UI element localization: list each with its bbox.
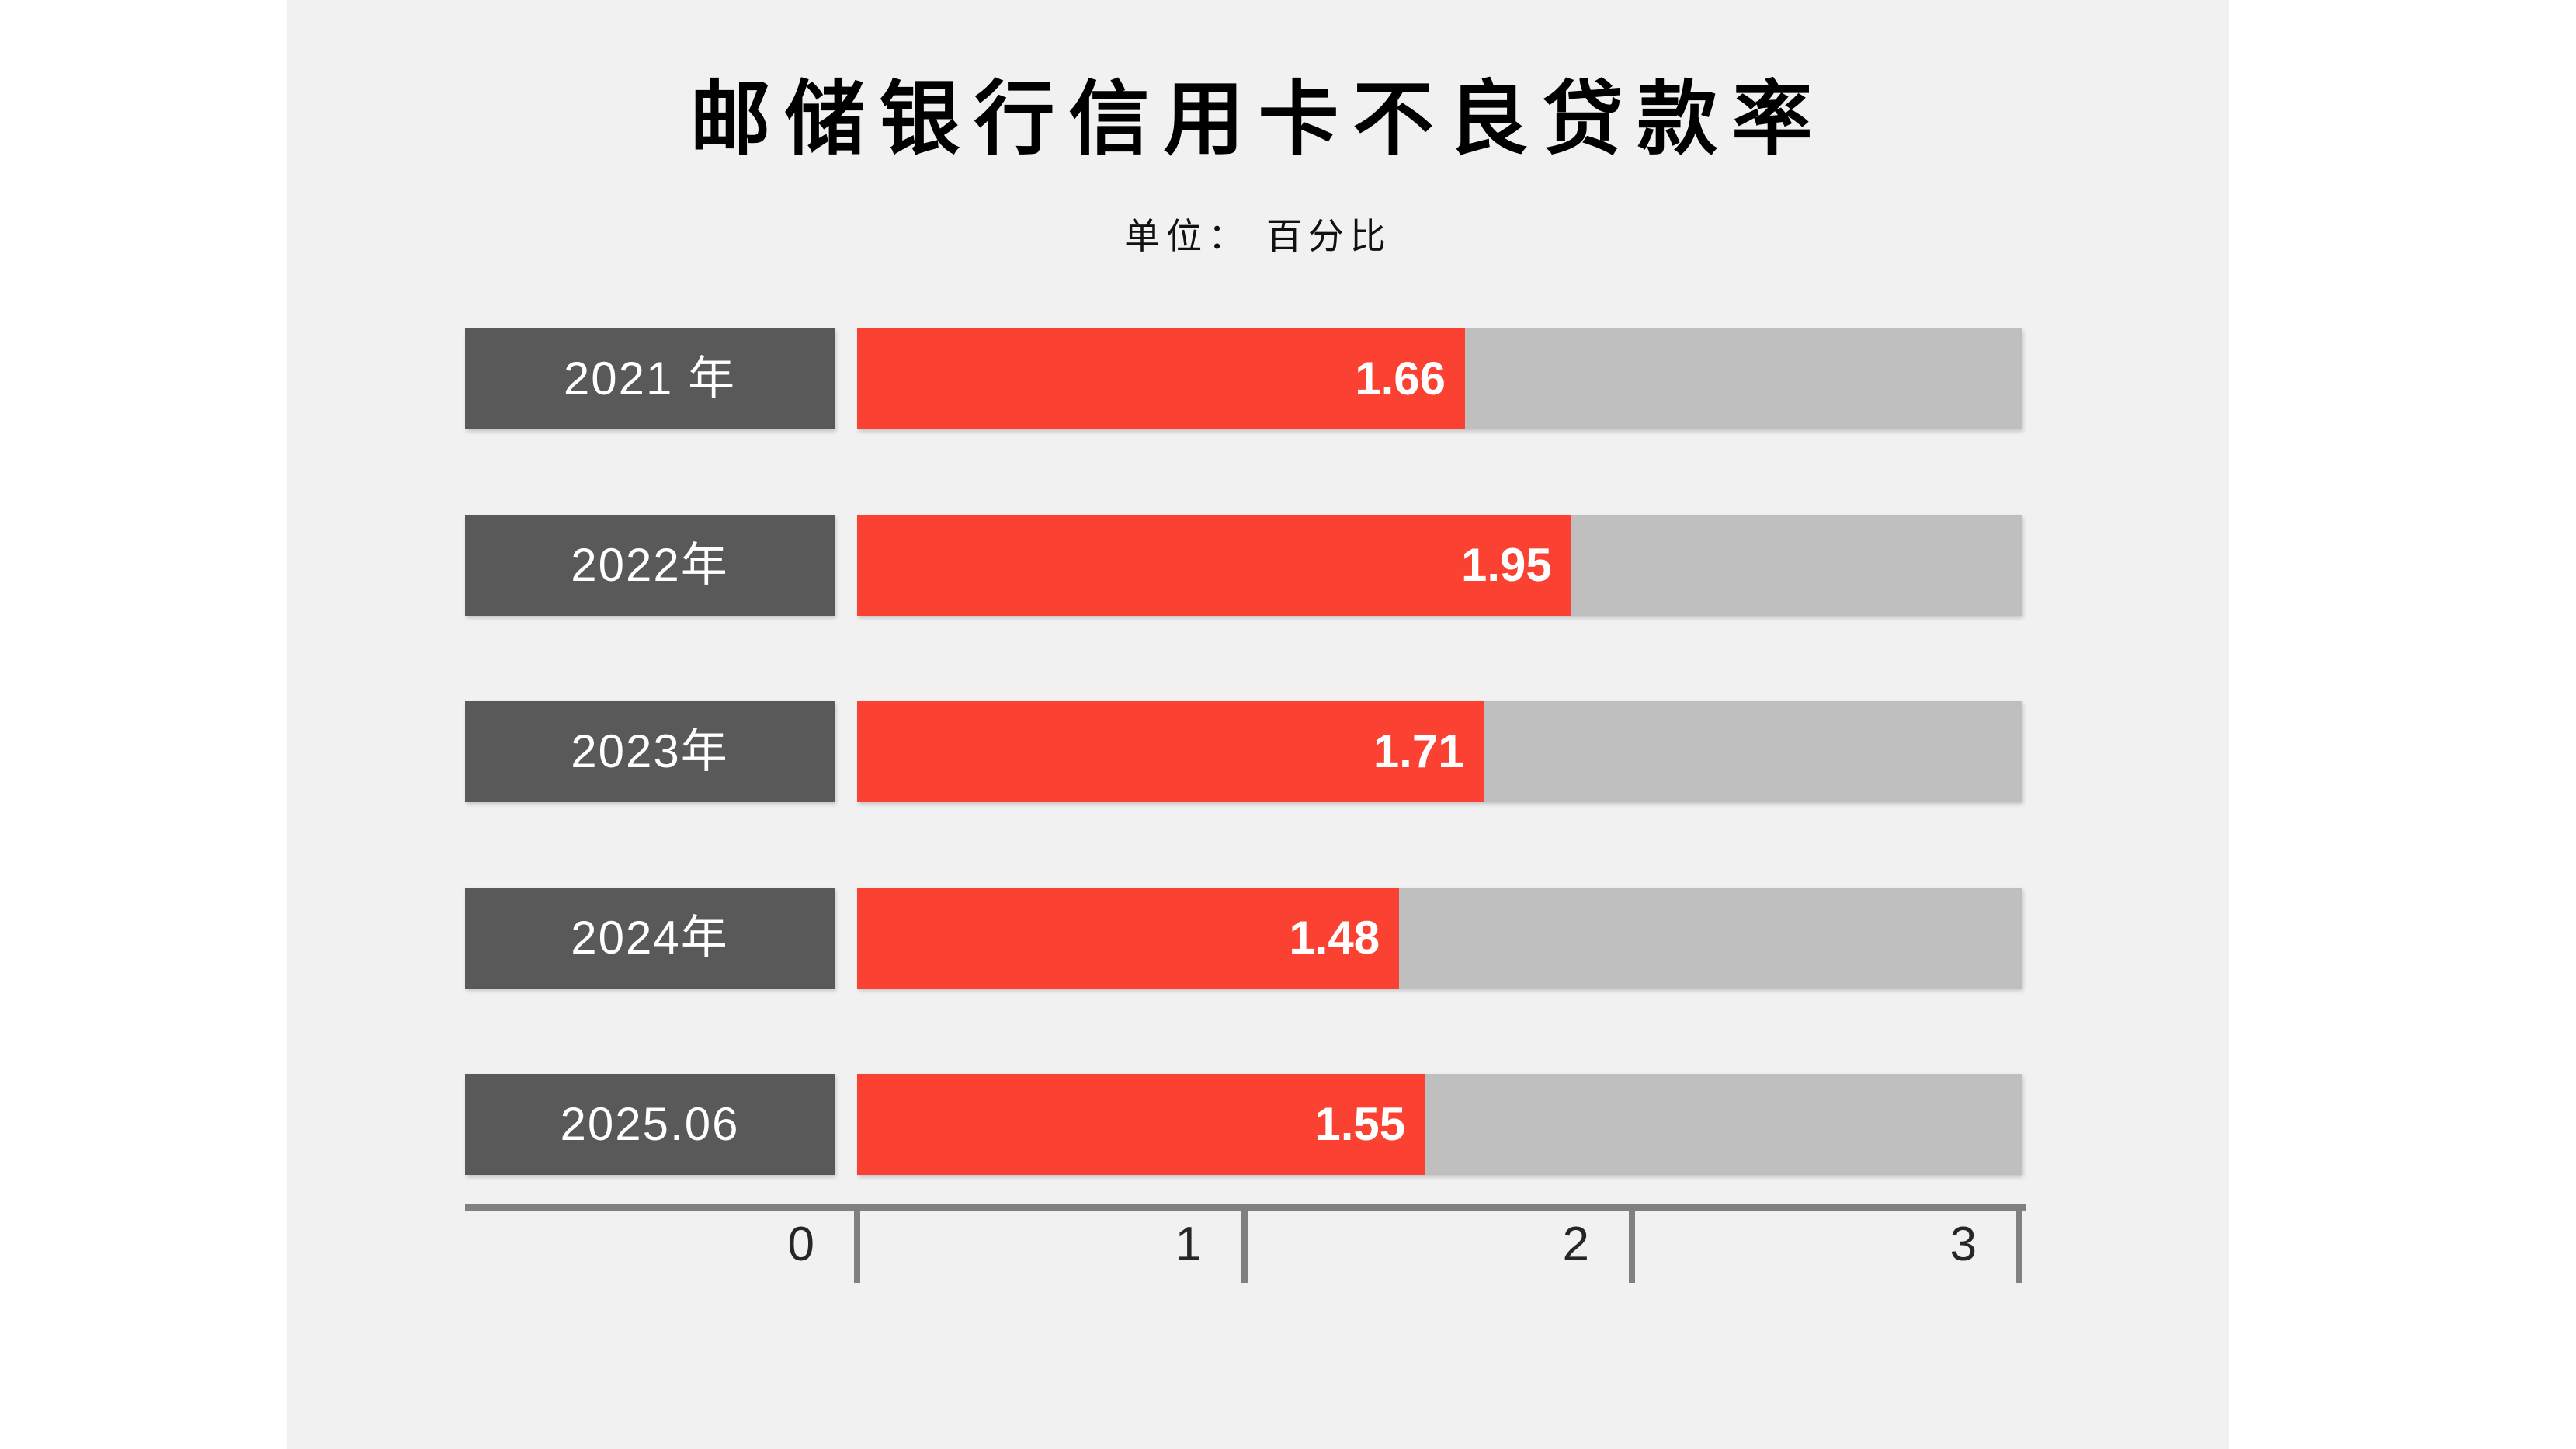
bar-fill: 1.95 [857,515,1571,616]
category-label-box: 2025.06 [465,1074,835,1175]
category-label-box: 2024年 [465,888,835,989]
bar-fill: 1.71 [857,701,1484,802]
category-label: 2021 年 [563,353,737,405]
bar-fill: 1.48 [857,888,1400,989]
bar-track: 1.66 [857,328,2022,429]
bar-track: 1.55 [857,1074,2022,1175]
x-axis-tick-label: 2 [1562,1218,1589,1271]
bar-value-label: 1.66 [1355,353,1446,405]
category-label: 2023年 [571,725,729,777]
category-label: 2024年 [571,912,729,964]
bar-row: 2022年 1.95 [287,515,2229,616]
category-label-box: 2023年 [465,701,835,802]
bar-track: 1.71 [857,701,2022,802]
bar-value-label: 1.55 [1314,1098,1406,1150]
category-label: 2025.06 [560,1098,740,1150]
x-axis-tick-label: 1 [1175,1218,1202,1271]
bar-value-label: 1.95 [1461,539,1552,591]
category-label-box: 2021 年 [465,328,835,429]
bar-track: 1.48 [857,888,2022,989]
x-axis-tick-mark [2016,1204,2022,1283]
chart-unit-label: 单位： 百分比 [1124,216,1392,256]
x-axis-tick-mark [1629,1204,1635,1283]
chart-panel: 邮储银行信用卡不良贷款率 单位： 百分比 2021 年 1.66 2022年 1.95… [287,0,2229,1449]
bar-row: 2023年 1.71 [287,701,2229,802]
chart-title: 邮储银行信用卡不良贷款率 [689,75,1827,165]
bar-value-label: 1.71 [1373,725,1464,777]
bar-rows: 2021 年 1.66 2022年 1.95 2023年 1.71 2024年 1.48 202… [287,328,2229,1260]
bar-track: 1.95 [857,515,2022,616]
bar-fill: 1.55 [857,1074,1425,1175]
bar-row: 2025.06 1.55 [287,1074,2229,1175]
x-axis-tick-mark [854,1204,860,1283]
bar-row: 2024年 1.48 [287,888,2229,989]
bar-fill: 1.66 [857,328,1466,429]
category-label: 2022年 [571,539,729,591]
x-axis-tick-label: 3 [1949,1218,1977,1271]
x-axis-tick-mark [1241,1204,1248,1283]
x-axis-tick-label: 0 [787,1218,814,1271]
category-label-box: 2022年 [465,515,835,616]
bar-row: 2021 年 1.66 [287,328,2229,429]
bar-value-label: 1.48 [1289,912,1380,964]
